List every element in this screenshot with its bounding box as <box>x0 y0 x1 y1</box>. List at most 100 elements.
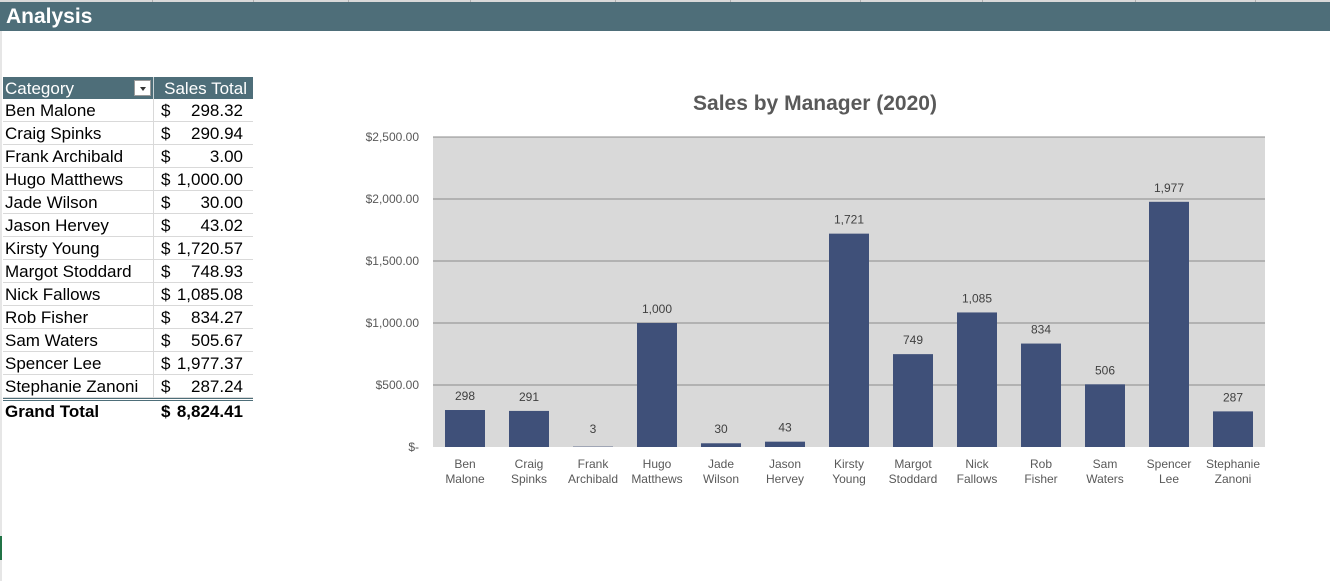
x-tick-label: Kirsty <box>834 457 864 471</box>
pivot-row-value: 30.00 <box>200 193 243 212</box>
pivot-row-value: 298.32 <box>191 101 243 120</box>
pivot-row[interactable]: Ben Malone $298.32 <box>3 99 253 122</box>
x-tick-label: Archibald <box>568 472 618 486</box>
bar[interactable] <box>445 410 485 447</box>
bar[interactable] <box>1149 201 1189 447</box>
pivot-row-currency: $ <box>161 101 171 120</box>
pivot-row[interactable]: Frank Archibald $3.00 <box>3 145 253 168</box>
sales-bar-chart[interactable]: $- $500.00 $1,000.00 $1,500.00 $2,000.00 $2,5… <box>340 120 1280 500</box>
grand-total-value: 8,824.41 <box>176 402 243 421</box>
row-separator <box>153 168 154 191</box>
pivot-row-category: Spencer Lee <box>5 354 102 373</box>
x-tick-label: Matthews <box>631 472 682 486</box>
pivot-header-row: Category Sales Total <box>3 77 253 99</box>
pivot-grand-total-row[interactable]: Grand Total $ 8,824.41 <box>3 398 253 422</box>
pivot-row[interactable]: Nick Fallows $1,085.08 <box>3 283 253 306</box>
pivot-row[interactable]: Sam Waters $505.67 <box>3 329 253 352</box>
grand-total-currency: $ <box>161 402 171 421</box>
data-label: 1,977 <box>1154 181 1184 195</box>
pivot-row-currency: $ <box>161 377 171 396</box>
x-tick-label: Waters <box>1086 472 1124 486</box>
x-tick-label: Jade <box>708 457 734 471</box>
bar[interactable] <box>701 443 741 447</box>
filter-dropdown-icon[interactable] <box>134 80 151 96</box>
pivot-row-category: Kirsty Young <box>5 239 100 258</box>
x-tick-label: Spinks <box>511 472 547 486</box>
pivot-row-category: Stephanie Zanoni <box>5 377 139 396</box>
pivot-row[interactable]: Kirsty Young $1,720.57 <box>3 237 253 260</box>
data-label: 506 <box>1095 363 1115 377</box>
pivot-row[interactable]: Craig Spinks $290.94 <box>3 122 253 145</box>
bar[interactable] <box>509 410 549 447</box>
bar[interactable] <box>765 441 805 447</box>
pivot-row-value: 1,000.00 <box>176 170 243 189</box>
pivot-row[interactable]: Stephanie Zanoni $287.24 <box>3 375 253 398</box>
row-separator <box>153 375 154 398</box>
x-tick-label: Zanoni <box>1215 472 1252 486</box>
y-tick-label: $1,500.00 <box>366 254 420 268</box>
row-separator <box>153 329 154 352</box>
pivot-header-category[interactable]: Category <box>5 79 74 98</box>
data-label: 749 <box>903 333 923 347</box>
x-tick-label: Spencer <box>1147 457 1192 471</box>
x-tick-label: Malone <box>445 472 485 486</box>
pivot-row-category: Ben Malone <box>5 101 96 120</box>
banner-title: Analysis <box>6 5 93 28</box>
pivot-row-category: Nick Fallows <box>5 285 101 304</box>
pivot-row-currency: $ <box>161 147 171 166</box>
x-tick-label: Sam <box>1093 457 1118 471</box>
bar[interactable] <box>1021 343 1061 447</box>
x-tick-label: Fisher <box>1024 472 1057 486</box>
chart-title[interactable]: Sales by Manager (2020) <box>693 92 937 115</box>
x-tick-label: Stoddard <box>889 472 938 486</box>
x-tick-label: Frank <box>578 457 610 471</box>
data-label: 1,085 <box>962 291 992 305</box>
y-tick-label: $500.00 <box>376 378 420 392</box>
pivot-row[interactable]: Margot Stoddard $748.93 <box>3 260 253 283</box>
pivot-row[interactable]: Jade Wilson $30.00 <box>3 191 253 214</box>
bar[interactable] <box>1213 411 1253 447</box>
pivot-row[interactable]: Spencer Lee $1,977.37 <box>3 352 253 375</box>
pivot-rows: Ben Malone $298.32 Craig Spinks $290.94 Fran… <box>3 99 253 398</box>
data-label: 30 <box>714 422 728 436</box>
x-tick-label: Stephanie <box>1206 457 1260 471</box>
row-separator <box>153 237 154 260</box>
y-tick-label: $- <box>408 440 419 454</box>
pivot-header-sales-total[interactable]: Sales Total <box>164 79 247 98</box>
x-tick-label: Margot <box>894 457 932 471</box>
pivot-row-value: 1,085.08 <box>176 285 243 304</box>
pivot-row[interactable]: Rob Fisher $834.27 <box>3 306 253 329</box>
bar[interactable] <box>829 233 869 447</box>
pivot-row-category: Jade Wilson <box>5 193 98 212</box>
data-label: 1,000 <box>642 302 672 316</box>
bar[interactable] <box>637 323 677 447</box>
pivot-row-value: 3.00 <box>209 147 243 166</box>
x-tick-label: Nick <box>965 457 989 471</box>
row-separator <box>153 122 154 145</box>
bar[interactable] <box>1085 384 1125 447</box>
row-separator <box>153 145 154 168</box>
pivot-row-category: Margot Stoddard <box>5 262 132 281</box>
header-separator <box>153 77 154 99</box>
pivot-row-category: Hugo Matthews <box>5 170 124 189</box>
pivot-row-value: 43.02 <box>200 216 243 235</box>
x-tick-label: Young <box>832 472 866 486</box>
pivot-row-currency: $ <box>161 262 171 281</box>
pivot-row[interactable]: Jason Hervey $43.02 <box>3 214 253 237</box>
pivot-row-value: 287.24 <box>191 377 243 396</box>
x-tick-label: Craig <box>515 457 544 471</box>
pivot-row[interactable]: Hugo Matthews $1,000.00 <box>3 168 253 191</box>
pivot-row-currency: $ <box>161 239 171 258</box>
row-separator <box>153 306 154 329</box>
pivot-row-currency: $ <box>161 285 171 304</box>
row-separator <box>153 260 154 283</box>
bar[interactable] <box>893 354 933 447</box>
pivot-row-currency: $ <box>161 354 171 373</box>
x-tick-label: Jason <box>769 457 801 471</box>
pivot-row-category: Frank Archibald <box>5 147 124 166</box>
grand-total-label: Grand Total <box>5 402 100 421</box>
pivot-row-currency: $ <box>161 193 171 212</box>
bar[interactable] <box>957 312 997 447</box>
pivot-row-currency: $ <box>161 124 171 143</box>
pivot-row-category: Craig Spinks <box>5 124 102 143</box>
